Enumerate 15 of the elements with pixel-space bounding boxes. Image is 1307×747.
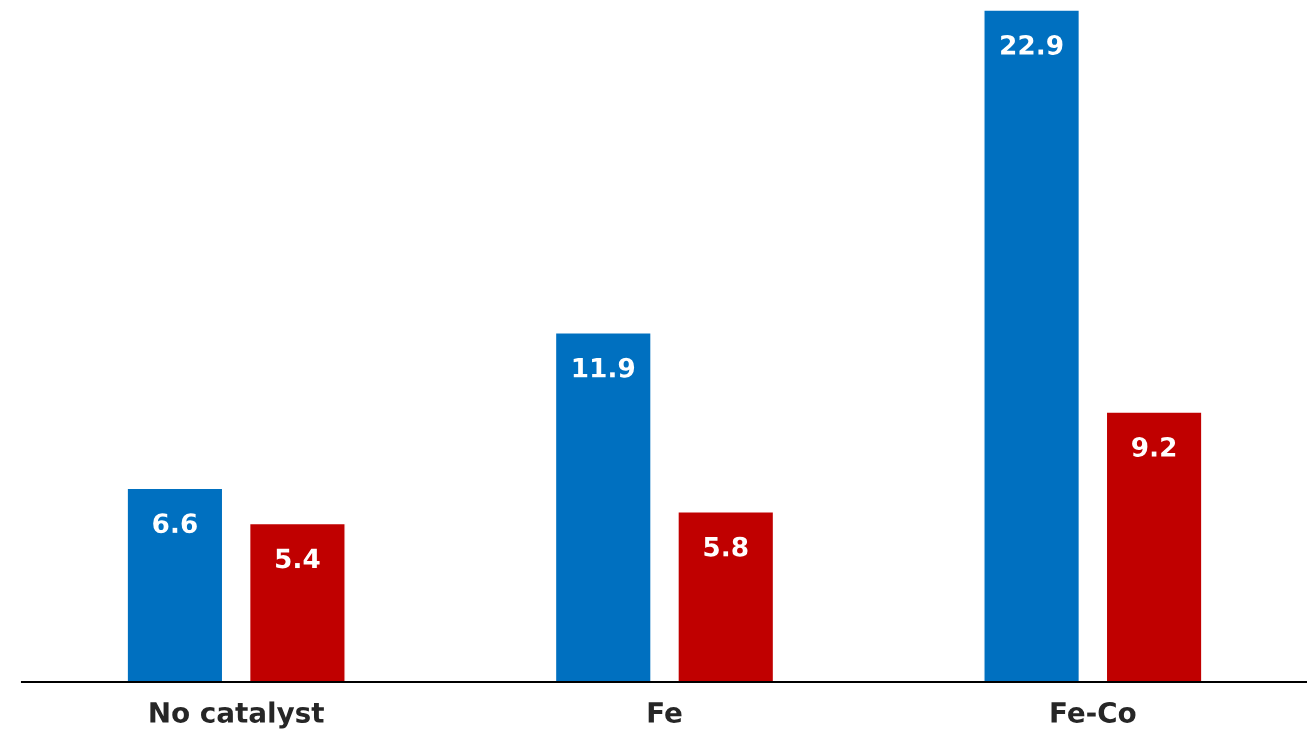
- bar: [554, 332, 652, 682]
- data-label: 5.8: [704, 536, 748, 557]
- bar: [126, 487, 224, 682]
- data-label: 6.6: [153, 513, 197, 534]
- bar: [677, 511, 775, 682]
- bar: [1105, 411, 1203, 682]
- data-label: 9.2: [1132, 436, 1176, 457]
- data-label: 22.9: [1001, 34, 1063, 55]
- x-tick-label: No catalyst: [150, 701, 324, 729]
- x-tick-label: Fe: [648, 702, 682, 723]
- bar: [983, 10, 1081, 682]
- data-label: 11.9: [573, 357, 635, 378]
- x-tick-label: Fe-Co: [1051, 701, 1136, 723]
- data-label: 5.4: [276, 548, 320, 569]
- bar: [248, 522, 346, 682]
